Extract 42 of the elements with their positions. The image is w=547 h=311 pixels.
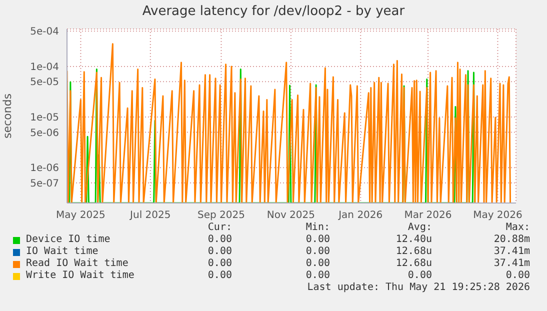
y-axis-title: seconds (0, 93, 14, 138)
text: 0.00 (306, 270, 330, 281)
legend-label: Read IO Wait time (26, 258, 128, 269)
text: 0.00 (306, 246, 330, 257)
text: 12.68u (394, 258, 432, 269)
y-tick-label: 5e-07 (30, 178, 59, 190)
text: 0.00 (506, 270, 530, 281)
text: 0.00 (306, 234, 330, 245)
chart-title: Average latency for /dev/loop2 - by year (141, 4, 406, 19)
text: 20.88m (494, 234, 530, 245)
text: 0.00 (406, 270, 432, 281)
x-tick-label: May 2025 (56, 210, 106, 222)
y-tick-label: 5e-05 (30, 77, 59, 88)
legend-label: Device IO time (26, 234, 110, 245)
y-tick-label: 5e-06 (30, 128, 59, 139)
text: 37.41m (494, 246, 530, 257)
text: Min: (306, 222, 330, 233)
x-tick-label: Jul 2025 (129, 210, 171, 222)
text: Last update: Thu May 21 19:25:28 2026 (306, 282, 530, 293)
text: 12.40u (394, 234, 432, 245)
text: Cur: (206, 222, 232, 233)
text: 0.00 (206, 258, 232, 269)
text: 0.00 (206, 234, 232, 245)
y-tick-label: 1e-04 (30, 62, 59, 74)
text: Avg: (406, 222, 432, 233)
x-tick-label: Jan 2026 (338, 210, 383, 222)
line-series (67, 43, 512, 203)
legend-label: Write IO Wait time (26, 270, 134, 281)
y-tick-label: 1e-06 (30, 163, 59, 174)
text: 0.00 (306, 258, 330, 269)
x-tick-label: May 2026 (473, 210, 522, 222)
text: 0.00 (208, 270, 232, 281)
y-tick-label: 5e-04 (30, 26, 59, 38)
text: 37.41m (494, 258, 530, 269)
x-tick-label: Nov 2025 (266, 210, 316, 222)
text: 0.00 (206, 246, 232, 257)
text: 12.68u (394, 246, 432, 257)
text: Max: (506, 222, 530, 233)
x-tick-label: Mar 2026 (404, 210, 452, 222)
y-tick-label: 1e-05 (30, 112, 59, 124)
x-tick-label: Sep 2025 (197, 210, 245, 222)
legend-label: IO Wait time (26, 246, 98, 257)
